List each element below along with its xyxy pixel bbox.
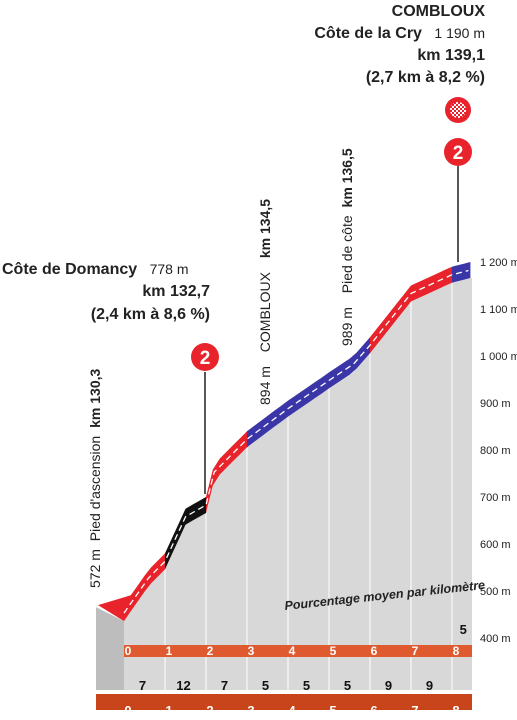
altitude-tick-1200: 1 200 m [480, 257, 517, 269]
gradient-labels: 7 12 7 5 5 5 9 95 [139, 622, 467, 693]
km-gridlines [164, 282, 453, 690]
altitude-tick-500: 500 m [480, 586, 511, 598]
km-tick-upper-4: 4 [289, 644, 296, 658]
altitude-tick-1000: 1 000 m [480, 351, 517, 363]
km-tick-5: 5 [329, 703, 336, 718]
combloux-mid-name: COMBLOUX [257, 271, 273, 352]
road-segment-0 [98, 553, 165, 622]
domancy-altitude: 778 m [150, 261, 189, 277]
summit-category: 2 [453, 143, 464, 164]
gradient-label-6: 9 [385, 678, 392, 693]
summit-name-line: Côte de la Cry 1 190 m [314, 25, 485, 42]
road-center-dashes [123, 269, 469, 614]
altitude-tick-1100: 1 100 m [480, 304, 517, 316]
gradient-label-8: 5 [460, 622, 467, 637]
domancy-detail: (2,4 km à 8,6 %) [91, 306, 210, 323]
profile-side-face [96, 607, 124, 690]
pied-cote-km: km 136,5 [339, 148, 355, 207]
summit-category-badge [444, 138, 472, 166]
km-tick-1: 1 [165, 703, 172, 718]
km-tick-4: 4 [288, 703, 296, 718]
km-tick-3: 3 [247, 703, 254, 718]
km-tick-8: 8 [452, 703, 459, 718]
domancy-category-badge [191, 343, 219, 371]
km-tick-upper-0: 0 [125, 644, 132, 658]
combloux-mid-altitude: 894 m [257, 366, 273, 405]
gradient-label-5: 5 [344, 678, 351, 693]
gradient-label-7: 9 [426, 678, 433, 693]
combloux-mid-annotation: 894 m COMBLOUX km 134,5 [257, 199, 273, 405]
start-prefix: Pied d'ascension [87, 436, 103, 541]
km-axis-bar-top [124, 645, 472, 657]
km-tick-0: 0 [124, 703, 131, 718]
pied-cote-annotation: 989 m Pied de côte km 136,5 [339, 148, 355, 346]
km-tick-upper-5: 5 [330, 644, 337, 658]
km-tick-upper-8: 8 [453, 644, 460, 658]
domancy-title: Côte de Domancy [2, 261, 137, 278]
pied-cote-altitude: 989 m [339, 307, 355, 346]
km-tick-upper-3: 3 [248, 644, 255, 658]
altitude-tick-600: 600 m [480, 539, 511, 551]
domancy-name: Côte de Domancy 778 m [2, 261, 189, 278]
gradient-label-1: 12 [176, 678, 190, 693]
road-segment-6 [370, 285, 411, 354]
summit-name: Côte de la Cry [314, 25, 422, 42]
altitude-ticks: 400 m 500 m 600 m 700 m 800 m 900 m 1 000 m 1 1… [480, 257, 517, 645]
km-axis-bar [96, 694, 472, 710]
summit-town: COMBLOUX [392, 3, 486, 20]
gradient-label-3: 5 [262, 678, 269, 693]
altitude-tick-700: 700 m [480, 492, 511, 504]
start-altitude: 572 m [87, 549, 103, 588]
combloux-mid-km: km 134,5 [257, 199, 273, 258]
start-annotation: 572 m Pied d'ascension km 130,3 [87, 369, 103, 588]
km-tick-2: 2 [206, 703, 213, 718]
altitude-tick-400: 400 m [480, 633, 511, 645]
gradient-label-2: 7 [221, 678, 228, 693]
profile-area [124, 278, 472, 690]
summit-km: km 139,1 [417, 47, 485, 64]
summit-finish-flag-checker [450, 102, 466, 118]
km-tick-upper-2: 2 [207, 644, 214, 658]
km-tick-upper-6: 6 [371, 644, 378, 658]
summit-altitude: 1 190 m [434, 25, 485, 41]
start-km: km 130,3 [87, 369, 103, 428]
domancy-category: 2 [200, 348, 211, 369]
km-tick-7: 7 [411, 703, 418, 718]
pied-cote-prefix: Pied de côte [339, 215, 355, 293]
km-tick-upper-7: 7 [412, 644, 419, 658]
gradient-label-0: 7 [139, 678, 146, 693]
km-tick-6: 6 [370, 703, 377, 718]
road-segment-1 [165, 497, 206, 570]
domancy-km: km 132,7 [142, 283, 210, 300]
gradient-label-4: 5 [303, 678, 310, 693]
summit-detail: (2,7 km à 8,2 %) [366, 69, 485, 86]
road-segment-5 [329, 337, 370, 389]
altitude-tick-800: 800 m [480, 445, 511, 457]
km-tick-upper-1: 1 [166, 644, 173, 658]
altitude-tick-900: 900 m [480, 398, 511, 410]
road-segment-2 [206, 431, 247, 513]
